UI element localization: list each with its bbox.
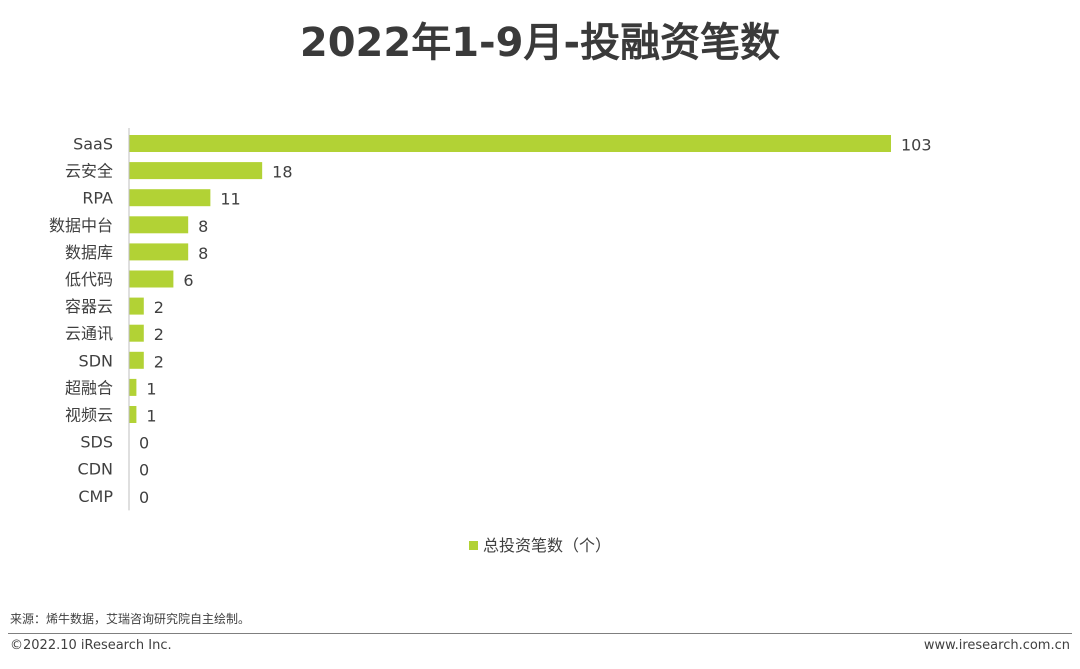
category-label: CDN [78, 460, 113, 479]
copyright: ©2022.10 iResearch Inc. [10, 638, 172, 653]
bar-7 [129, 324, 144, 342]
data-label: 2 [154, 298, 164, 317]
category-label: 云通讯 [65, 324, 113, 343]
category-label: 容器云 [65, 297, 113, 316]
category-label: SaaS [73, 135, 113, 154]
category-label: CMP [78, 487, 113, 506]
category-label: 数据库 [65, 243, 113, 262]
data-label: 1 [146, 379, 156, 398]
bar-5 [129, 270, 174, 288]
data-label: 2 [154, 352, 164, 371]
category-label: RPA [82, 189, 113, 208]
data-label: 0 [139, 461, 149, 480]
data-label: 1 [146, 407, 156, 426]
bar-0 [129, 135, 891, 152]
website-link[interactable]: www.iresearch.com.cn [923, 638, 1070, 653]
category-label: 视频云 [65, 406, 113, 425]
bar-4 [129, 243, 189, 261]
data-label: 0 [139, 488, 149, 507]
data-label: 18 [272, 163, 292, 182]
category-label: 数据中台 [49, 216, 113, 235]
bar-9 [129, 378, 137, 396]
category-label: SDN [79, 351, 113, 370]
legend-label: 总投资笔数（个） [482, 536, 611, 555]
source-note: 来源：烯牛数据，艾瑞咨询研究院自主绘制。 [10, 612, 251, 626]
footer-divider [8, 633, 1072, 634]
legend: 总投资笔数（个） [0, 532, 1080, 556]
bar-6 [129, 297, 144, 315]
bar-2 [129, 189, 211, 207]
data-label: 0 [139, 434, 149, 453]
bar-10 [129, 406, 137, 423]
category-label: 低代码 [65, 270, 113, 289]
data-label: 8 [198, 244, 208, 263]
bar-1 [129, 162, 263, 180]
data-label: 11 [220, 190, 240, 209]
bar-3 [129, 216, 189, 234]
bar-8 [129, 351, 144, 369]
data-label: 103 [901, 136, 932, 155]
data-label: 8 [198, 217, 208, 236]
data-label: 6 [183, 271, 193, 290]
chart-title: 2022年1-9月-投融资笔数 [299, 20, 781, 66]
category-label: 超融合 [65, 378, 113, 397]
category-label: 云安全 [65, 162, 113, 181]
data-label: 2 [154, 325, 164, 344]
legend-swatch [468, 541, 478, 550]
category-label: SDS [80, 433, 113, 452]
